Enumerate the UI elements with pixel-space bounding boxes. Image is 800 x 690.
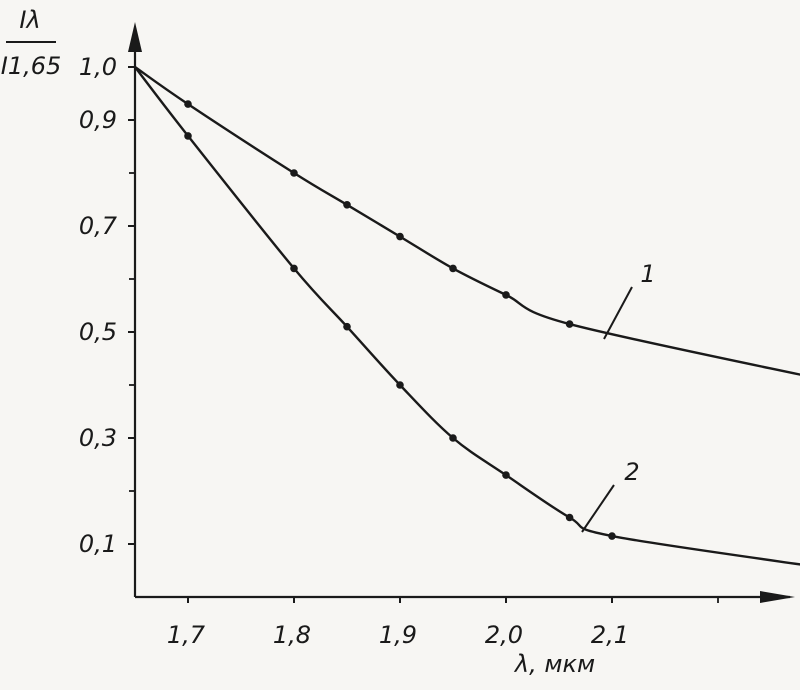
y-axis-label-numerator: Iλ [19, 6, 40, 34]
curves [135, 67, 800, 572]
y-tick-label: 0,5 [79, 318, 117, 346]
series-1-point [396, 233, 404, 241]
x-tick-label: 1,9 [379, 621, 417, 649]
y-tick-label: 0,3 [79, 424, 117, 452]
series-2-point [566, 514, 574, 522]
x-tick-label: 1,7 [167, 621, 206, 649]
y-axis-label-denominator: I1,65 [1, 52, 62, 80]
series-2-point [449, 434, 457, 442]
series-2-point [502, 471, 510, 479]
series-2-line [135, 67, 800, 568]
x-tick-label: 1,8 [273, 621, 311, 649]
x-tick-label: 2,1 [591, 621, 629, 649]
series-2-point [343, 323, 351, 331]
series-leader-line [604, 287, 632, 339]
x-axis-label: λ, мкм [513, 650, 595, 678]
series-2-point [184, 132, 192, 140]
x-axis-arrow [760, 591, 795, 603]
y-tick-label: 0,1 [79, 530, 117, 558]
series-1-point [449, 265, 457, 273]
series-2-point [290, 265, 298, 273]
series-leader-line [582, 485, 614, 532]
series-1-point [290, 169, 298, 177]
series-1-point [566, 320, 574, 328]
y-tick-label: 0,9 [79, 106, 117, 134]
y-tick-label: 1,0 [79, 53, 117, 81]
series-label: 1 [640, 260, 655, 288]
series-label: 2 [624, 458, 639, 486]
y-tick-label: 0,7 [79, 212, 118, 240]
y-axis-arrow [128, 22, 142, 52]
series-2-point [608, 532, 616, 540]
axes [128, 22, 800, 603]
series-1-point [502, 291, 510, 299]
labels: 1,00,90,70,50,30,11,71,81,92,02,12,3λ, м… [1, 6, 800, 678]
x-tick-label: 2,0 [485, 621, 523, 649]
series-2-point [396, 381, 404, 389]
series-1-line [135, 67, 800, 380]
series-1-point [184, 100, 192, 108]
series-1-point [343, 201, 351, 209]
